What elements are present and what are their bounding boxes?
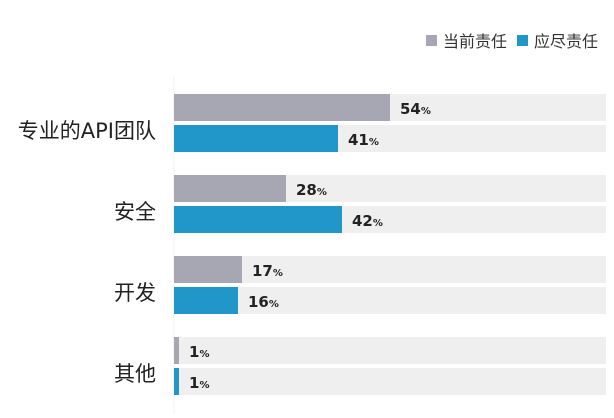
data-label-suffix: % xyxy=(199,349,209,360)
category-label: 其他 xyxy=(114,362,156,386)
legend-label-1: 应尽责任 xyxy=(533,32,598,51)
legend: 当前责任 应尽责任 xyxy=(425,28,598,52)
data-label-suffix: % xyxy=(199,380,209,391)
bar-track xyxy=(174,337,606,364)
legend-item-0: 当前责任 xyxy=(425,28,507,52)
data-label-suffix: % xyxy=(269,299,279,310)
bar-1-0 xyxy=(174,125,338,152)
bar-track xyxy=(174,256,606,283)
bar-0-2 xyxy=(174,256,242,283)
data-label-suffix: % xyxy=(273,268,283,279)
legend-swatch-0 xyxy=(425,34,437,46)
data-label-value: 41 xyxy=(348,131,369,149)
legend-label-0: 当前责任 xyxy=(442,32,507,51)
data-label-value: 1 xyxy=(189,343,199,361)
data-label-suffix: % xyxy=(373,218,383,229)
bar-track xyxy=(174,287,606,314)
data-label: 42% xyxy=(352,212,383,230)
data-label-value: 16 xyxy=(248,293,269,311)
category-label: 开发 xyxy=(114,281,156,305)
data-label-value: 17 xyxy=(252,262,273,280)
data-label-value: 54 xyxy=(400,100,421,118)
data-label: 54% xyxy=(400,100,431,118)
data-label: 16% xyxy=(248,293,279,311)
data-label: 17% xyxy=(252,262,283,280)
bar-1-2 xyxy=(174,287,238,314)
legend-swatch-1 xyxy=(516,34,528,46)
bar-0-1 xyxy=(174,175,286,202)
bar-1-3 xyxy=(174,368,179,395)
data-label: 1% xyxy=(189,374,209,392)
category-label: 专业的API团队 xyxy=(18,119,156,143)
bar-1-1 xyxy=(174,206,342,233)
data-label-suffix: % xyxy=(369,137,379,148)
bar-0-3 xyxy=(174,337,179,364)
legend-item-1: 应尽责任 xyxy=(516,28,598,52)
data-label-suffix: % xyxy=(317,187,327,198)
bar-track xyxy=(174,368,606,395)
data-label-value: 1 xyxy=(189,374,199,392)
data-label: 41% xyxy=(348,131,379,149)
data-label-value: 28 xyxy=(296,181,317,199)
bar-0-0 xyxy=(174,94,390,121)
data-label: 28% xyxy=(296,181,327,199)
category-label: 安全 xyxy=(114,200,156,224)
data-label: 1% xyxy=(189,343,209,361)
data-label-suffix: % xyxy=(421,106,431,117)
data-label-value: 42 xyxy=(352,212,373,230)
